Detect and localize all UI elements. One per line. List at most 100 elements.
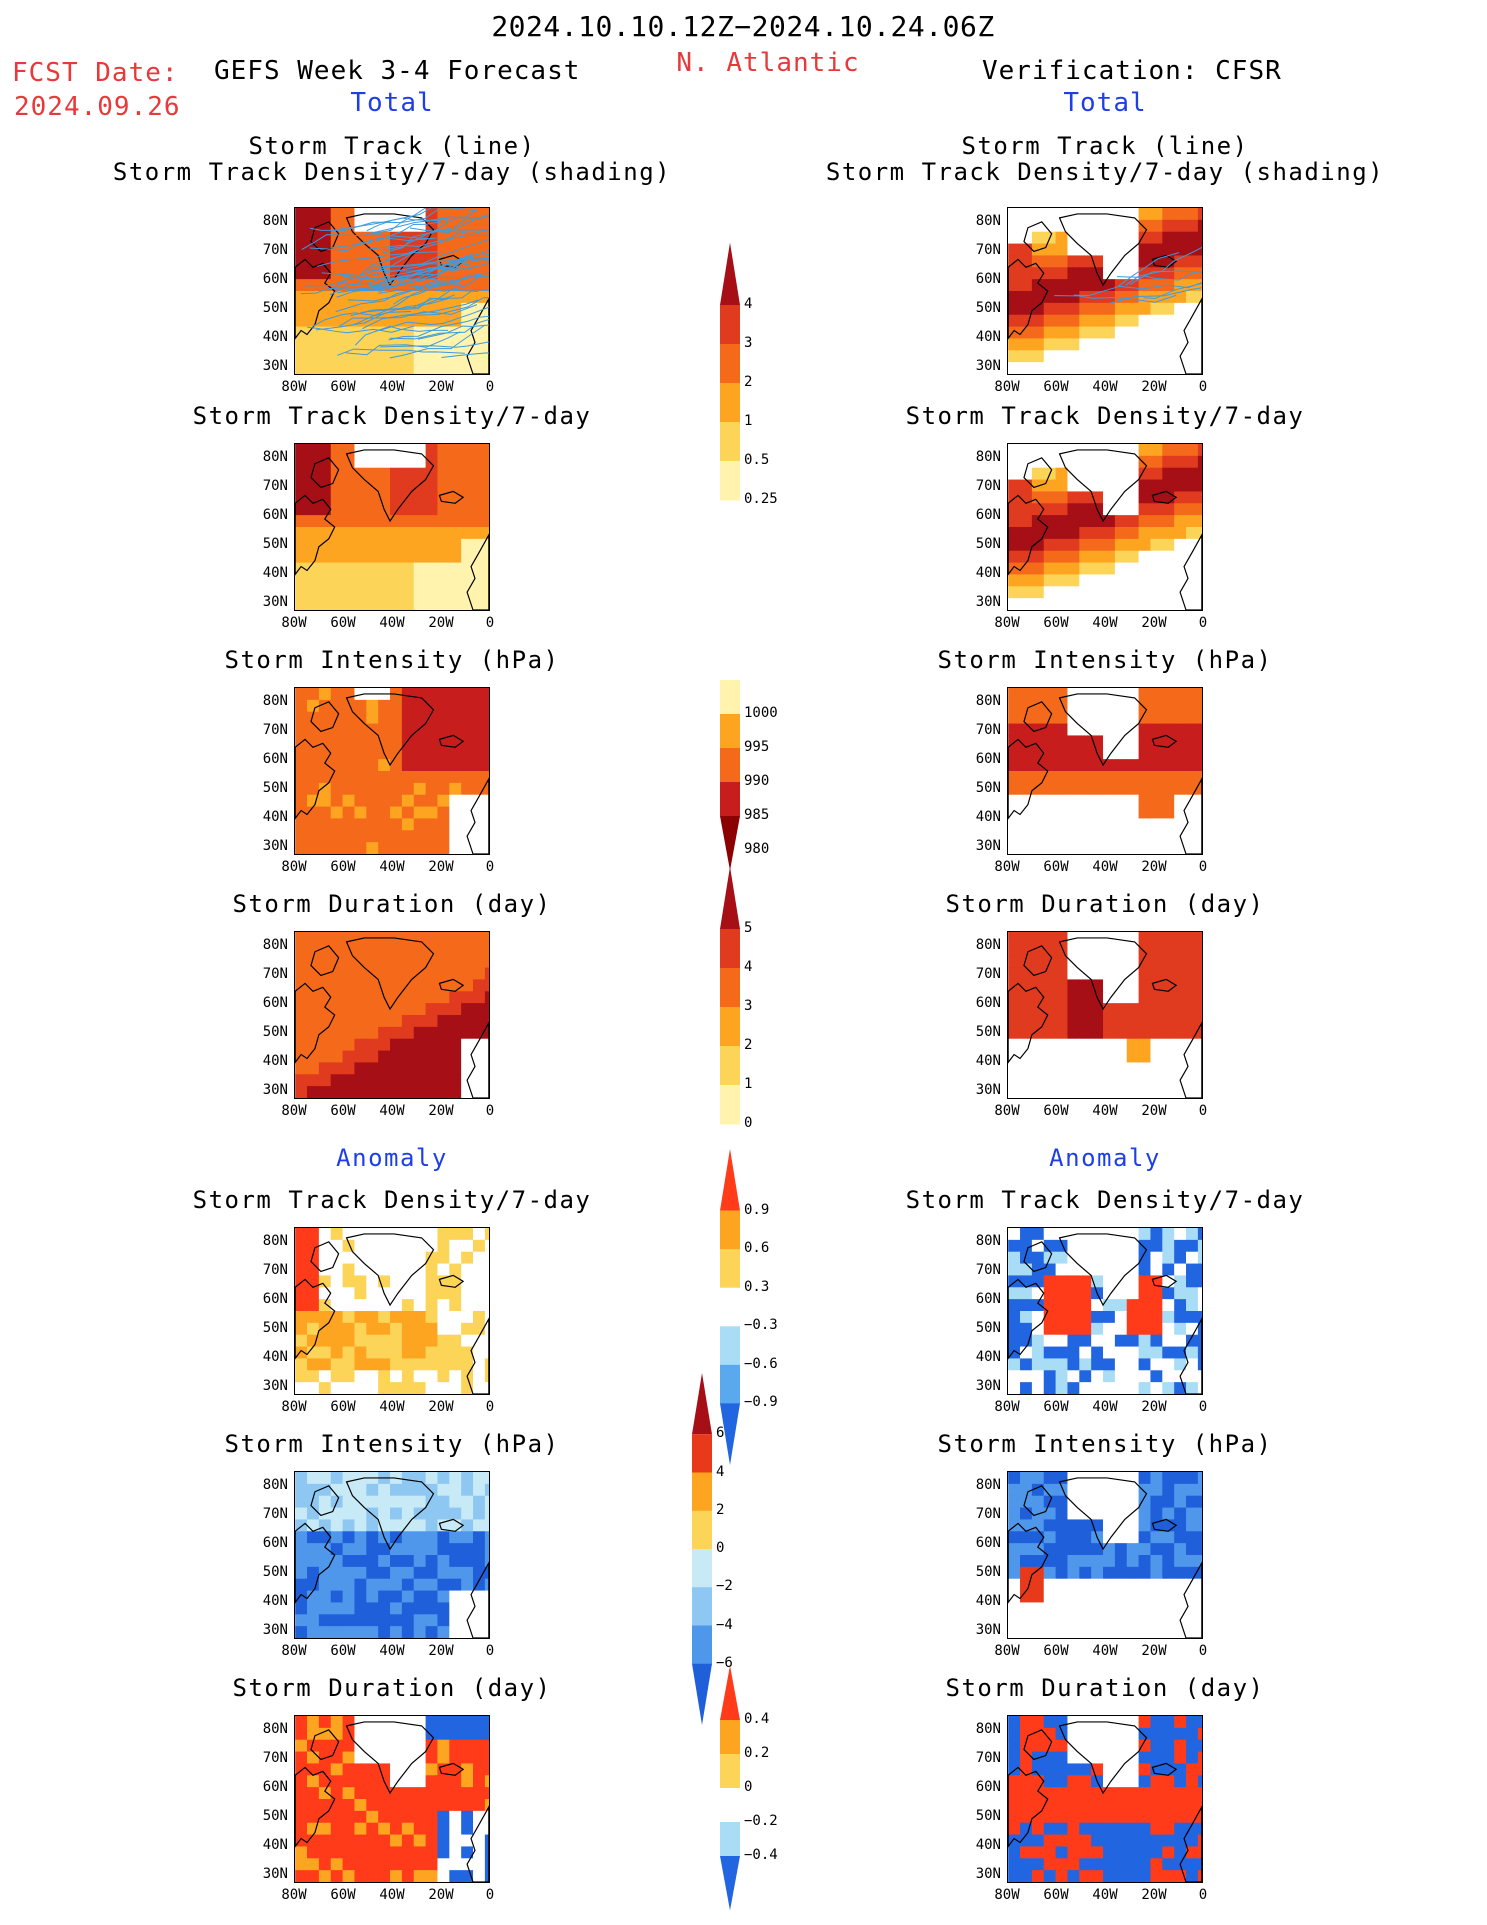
shading-cell [449,1858,462,1871]
shading-cell [437,771,450,784]
shading-cell [1079,550,1092,564]
shading-cell [307,562,320,575]
shading-cell [1150,1346,1163,1359]
shading-cell [390,806,403,819]
shading-cell [484,818,489,831]
shading-cell [413,1846,427,1859]
shading-cell [437,1810,450,1824]
colorbar-swatch [720,1287,740,1327]
shading-cell [1150,818,1163,831]
canada-coast [1008,1766,1049,1848]
shading-cell [1138,1495,1151,1509]
shading-cell [1162,711,1175,725]
shading-cell [1103,830,1116,843]
greenland-coast [345,693,435,767]
shading-cell [1150,967,1163,980]
shading-cell [307,1263,320,1276]
shading-cell [1174,1555,1187,1568]
shading-cell [1091,1003,1104,1016]
shading-cell [413,1566,427,1580]
shading-cell [1174,1472,1187,1485]
shading-cell [473,932,486,945]
shading-cell [1162,1346,1175,1359]
shading-cell [1114,1287,1128,1300]
shading-cell [1126,1716,1140,1729]
lon-label: 40W [379,1399,405,1415]
shading-cell [1174,302,1187,316]
shading-cell [437,932,450,945]
shading-cell [1067,1251,1080,1265]
shading-cell [295,1727,308,1741]
shading-cell [449,699,462,713]
shading-cell [437,503,450,516]
shading-cell [378,538,391,552]
shading-cell [449,1578,462,1592]
canada-coast [295,982,336,1064]
lon-label: 80W [281,615,307,631]
shading-cell [354,1287,367,1300]
shading-cell [330,574,344,587]
shading-cell [473,1311,486,1324]
lat-label: 30N [975,1082,1001,1098]
shading-cell [1008,1775,1021,1788]
shading-cell [354,1787,367,1800]
lon-label: 20W [428,1399,454,1415]
shading-cell [1055,991,1068,1004]
shading-cell [1067,967,1080,980]
shading-cell [342,1275,355,1288]
shading-cell [473,562,486,575]
shading-cell [473,1050,486,1063]
shading-cell [1162,1531,1175,1544]
shading-cell [1031,1483,1045,1497]
baffin-coast [1023,221,1053,253]
shading-cell [330,1810,344,1824]
shading-cell [1079,1834,1092,1847]
lat-label: 30N [262,838,288,854]
shading-cell [342,1334,355,1348]
shading-cell [330,314,344,328]
shading-cell [413,455,427,469]
shading-cell [1091,955,1104,969]
shading-cell [1031,955,1045,969]
shading-cell [1043,503,1057,516]
shading-cell [366,842,379,854]
shading-cell [1008,1727,1021,1741]
colorbar-label: −4 [716,1616,733,1633]
shading-cell [1186,291,1199,304]
shading-cell [295,1382,308,1394]
shading-cell [330,503,344,516]
shading-cell [1114,943,1128,957]
shading-cell [1162,1062,1175,1075]
greenland-coast [1058,1721,1148,1795]
shading-cell [1020,267,1033,280]
shading-cell [1162,208,1175,221]
shading-cell [1055,979,1068,992]
model-title: GEFS Week 3-4 Forecast [214,56,581,86]
shading-cell [413,723,427,736]
lat-label: 60N [262,1291,288,1307]
shading-cell [1126,1519,1140,1532]
shading-cell [1174,771,1187,784]
colorbar-swatch [720,1249,740,1289]
shading-cell [366,979,379,992]
canada-coast [295,494,336,576]
shading-cell [307,267,320,280]
shading-cell [437,955,450,969]
shading-cell [378,550,391,564]
shading-cell [425,1846,438,1859]
shading-cell [295,350,308,363]
shading-cell [1197,1775,1202,1788]
lon-label: 20W [1141,379,1167,395]
shading-cell [484,1626,489,1638]
shading-cell [295,759,308,772]
colorbar-label: 3 [744,998,753,1014]
shading-cell [1114,806,1128,819]
shading-cell [473,1727,486,1741]
shading-cell [1031,1716,1045,1729]
shading-cell [378,967,391,980]
shading-cell [484,830,489,843]
shading-cell [1162,598,1175,610]
shading-cell [295,688,308,701]
shading-cell [318,1275,332,1288]
shading-cell [1055,1251,1068,1265]
